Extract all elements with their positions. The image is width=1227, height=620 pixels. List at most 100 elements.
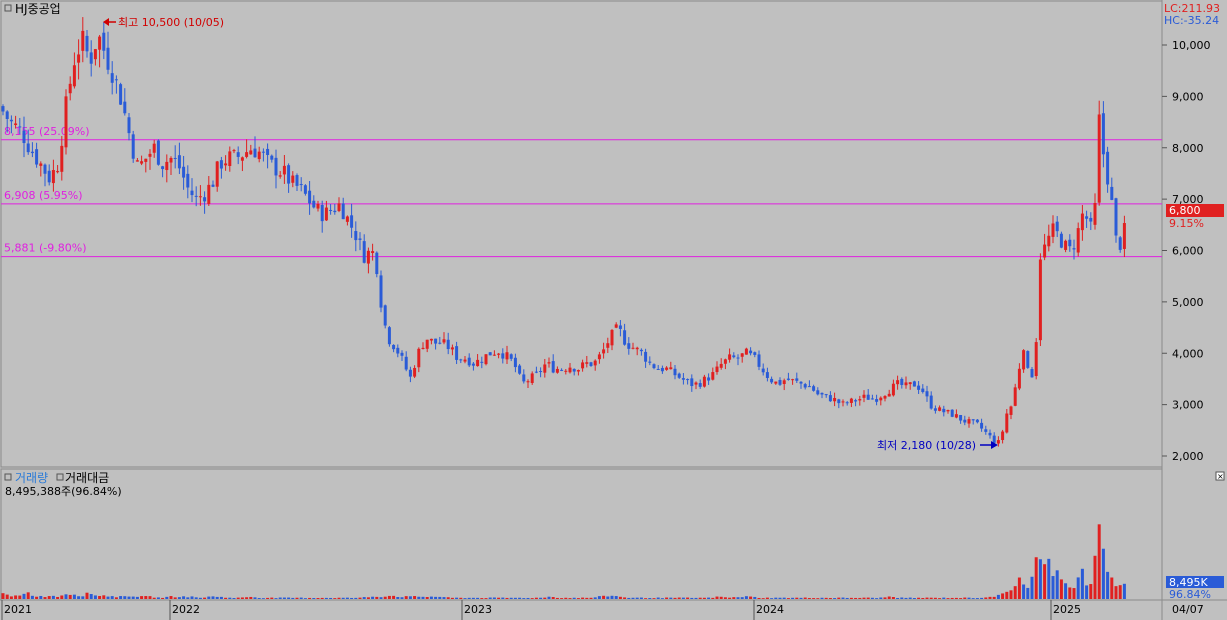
- candle-body: [140, 161, 144, 164]
- volume-bar: [186, 597, 190, 599]
- volume-bar: [148, 596, 152, 599]
- volume-bar: [165, 596, 169, 599]
- volume-bar: [950, 597, 954, 599]
- volume-bar: [656, 597, 660, 599]
- volume-bar: [728, 597, 732, 599]
- value-tab[interactable]: 거래대금: [65, 471, 109, 485]
- volume-bar: [711, 597, 715, 599]
- volume-panel[interactable]: [0, 468, 1163, 601]
- candle-body: [329, 209, 333, 211]
- volume-bar: [715, 596, 719, 599]
- candle-body: [795, 378, 799, 381]
- volume-bar: [841, 597, 845, 599]
- candle-body: [488, 352, 492, 356]
- volume-bar: [77, 596, 81, 599]
- candle-body: [551, 361, 555, 373]
- volume-bar: [72, 594, 76, 599]
- candle-body: [324, 207, 328, 221]
- volume-bar: [757, 597, 761, 599]
- candle-body: [807, 386, 811, 388]
- candle-body: [476, 359, 480, 367]
- volume-bar: [1080, 568, 1084, 599]
- candle-body: [39, 163, 43, 166]
- volume-bar: [564, 597, 568, 599]
- volume-bar: [765, 597, 769, 599]
- candle-body: [1076, 228, 1080, 253]
- volume-bar: [177, 597, 181, 599]
- candle-body: [770, 378, 774, 383]
- candle-body: [413, 367, 417, 377]
- value-toggle-icon[interactable]: [56, 473, 64, 481]
- volume-bar: [270, 597, 274, 599]
- volume-info: 8,495,388주(96.84%): [5, 485, 122, 498]
- candle-body: [9, 119, 13, 122]
- volume-bar: [240, 597, 244, 599]
- candle-body: [984, 429, 988, 432]
- volume-tab[interactable]: 거래량: [15, 471, 48, 485]
- level-lines[interactable]: 8,155 (25.09%) 6,908 (5.95%) 5,881 (-9.80%…: [1, 125, 1162, 258]
- volume-bar: [988, 596, 992, 599]
- volume-bar: [18, 595, 22, 599]
- low-annotation: 최저 2,180 (10/28): [877, 439, 998, 452]
- candle-body: [564, 370, 568, 372]
- candle-body: [723, 359, 727, 364]
- volume-toggle-icon[interactable]: [4, 473, 12, 481]
- candle-body: [593, 360, 597, 366]
- candle-body: [333, 210, 337, 213]
- candle-body: [560, 369, 564, 371]
- candle-body: [375, 252, 379, 275]
- volume-bar: [68, 594, 72, 599]
- volume-bar: [1043, 564, 1047, 599]
- volume-bar: [261, 598, 265, 599]
- volume-bar: [912, 598, 916, 599]
- volume-bar: [35, 596, 39, 599]
- volume-bar: [770, 598, 774, 599]
- volume-bar: [736, 597, 740, 599]
- volume-bar: [526, 597, 530, 599]
- close-volume-button[interactable]: [1215, 471, 1225, 481]
- candle-body: [816, 390, 820, 395]
- candle-body: [312, 200, 316, 208]
- volume-bar: [455, 597, 459, 599]
- candle-body: [887, 393, 891, 397]
- volume-bar: [421, 596, 425, 599]
- candle-body: [942, 408, 946, 413]
- price-tick-label: 8,000: [1172, 142, 1204, 155]
- volume-bar: [98, 595, 102, 599]
- candle-body: [547, 362, 551, 364]
- candle-body: [761, 368, 765, 373]
- candle-body: [581, 362, 585, 369]
- candle-body: [51, 170, 55, 184]
- candle-body: [1114, 198, 1118, 236]
- candle-body: [996, 440, 1000, 444]
- volume-bar: [488, 597, 492, 599]
- candle-body: [530, 373, 534, 383]
- candle-body: [728, 354, 732, 360]
- candle-body: [1093, 202, 1097, 225]
- high-annotation: 최고 10,500 (10/05): [103, 16, 224, 29]
- volume-bar: [1097, 524, 1101, 599]
- candle-body: [652, 364, 656, 369]
- volume-bar: [744, 596, 748, 599]
- volume-bar: [362, 597, 366, 599]
- price-panel[interactable]: [0, 0, 1163, 468]
- volume-bar: [694, 597, 698, 599]
- volume-bar: [60, 595, 64, 599]
- candle-body: [791, 379, 795, 381]
- candle-body: [408, 369, 412, 377]
- candle-body: [904, 382, 908, 386]
- close-icon[interactable]: ×: [1217, 472, 1224, 481]
- candle-body: [379, 275, 383, 308]
- candle-body: [732, 355, 736, 358]
- stock-toggle-icon[interactable]: [4, 4, 12, 12]
- volume-bar: [698, 597, 702, 599]
- candle-body: [308, 190, 312, 204]
- candle-body: [1001, 431, 1005, 441]
- candle-body: [635, 347, 639, 350]
- volume-bar: [194, 597, 198, 599]
- volume-bar: [375, 596, 379, 599]
- volume-bar: [891, 597, 895, 599]
- volume-bar: [358, 597, 362, 599]
- volume-bar: [93, 595, 97, 599]
